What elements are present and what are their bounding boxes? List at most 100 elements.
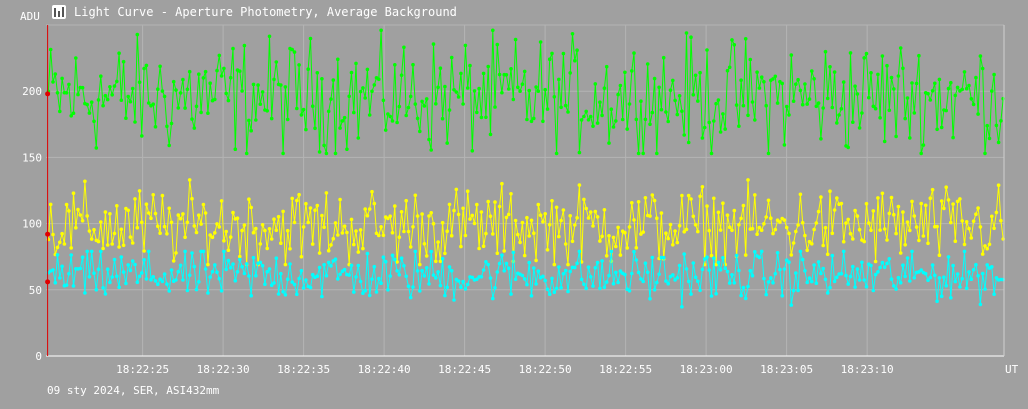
data-point xyxy=(285,117,290,122)
data-point xyxy=(76,92,80,97)
data-point xyxy=(434,102,438,106)
data-point xyxy=(185,220,190,225)
data-point xyxy=(130,241,135,245)
data-point xyxy=(395,120,399,125)
data-point xyxy=(491,232,495,236)
data-point xyxy=(99,74,103,78)
data-point xyxy=(413,249,418,254)
data-point xyxy=(365,213,370,218)
data-point xyxy=(461,279,465,284)
data-point xyxy=(509,292,513,296)
data-point xyxy=(727,65,732,70)
x-tick-label: 18:22:35 xyxy=(277,363,330,376)
data-point xyxy=(974,262,978,267)
data-point xyxy=(778,220,782,224)
data-point xyxy=(682,230,686,234)
light-curve-icon xyxy=(52,5,66,19)
data-point xyxy=(593,209,598,214)
data-point xyxy=(463,43,468,48)
data-point xyxy=(712,256,716,261)
data-point xyxy=(568,71,572,75)
data-point xyxy=(347,273,352,277)
data-point xyxy=(449,233,454,238)
data-point xyxy=(598,239,602,243)
data-point xyxy=(634,246,639,250)
data-point xyxy=(285,228,290,233)
data-point xyxy=(158,277,162,282)
data-point xyxy=(443,84,447,89)
data-point xyxy=(921,234,926,238)
data-point xyxy=(167,206,171,211)
data-point xyxy=(283,293,288,297)
data-point xyxy=(764,215,768,219)
data-point xyxy=(251,255,256,260)
data-point xyxy=(671,78,675,83)
data-point xyxy=(917,53,921,58)
data-point xyxy=(696,99,700,103)
data-point xyxy=(112,231,117,236)
data-point xyxy=(764,292,768,297)
data-point xyxy=(224,267,228,272)
data-point xyxy=(310,242,315,246)
data-point xyxy=(825,252,830,257)
data-point xyxy=(187,178,192,182)
data-point xyxy=(201,202,206,207)
data-point xyxy=(901,210,905,214)
data-point xyxy=(538,213,543,217)
data-point xyxy=(867,95,871,100)
data-point xyxy=(456,212,461,217)
data-point xyxy=(659,211,664,215)
data-point xyxy=(431,221,436,226)
data-point xyxy=(513,218,518,223)
data-point xyxy=(784,104,789,109)
data-point xyxy=(967,270,971,274)
data-point xyxy=(415,269,420,273)
data-point xyxy=(714,262,718,267)
data-point xyxy=(231,210,235,215)
data-point xyxy=(269,237,274,241)
data-point xyxy=(529,119,534,124)
data-point xyxy=(800,220,805,225)
data-point xyxy=(317,150,322,154)
data-point xyxy=(873,259,878,264)
data-point xyxy=(146,211,151,215)
data-point xyxy=(598,286,602,291)
data-point xyxy=(338,197,342,202)
data-point xyxy=(903,116,907,121)
data-point xyxy=(800,257,805,262)
data-point xyxy=(545,107,550,111)
data-point xyxy=(974,212,978,216)
data-point xyxy=(338,272,342,277)
data-point xyxy=(655,151,659,156)
data-point xyxy=(846,145,850,150)
data-point xyxy=(618,83,623,88)
data-point xyxy=(992,226,996,231)
data-point xyxy=(784,225,789,230)
data-point xyxy=(563,103,568,108)
data-point xyxy=(837,113,841,117)
data-point xyxy=(923,203,928,208)
data-point xyxy=(964,286,969,291)
data-point xyxy=(604,280,609,284)
cursor-line[interactable] xyxy=(45,25,51,356)
x-tick-label: 18:22:25 xyxy=(116,363,169,376)
data-point xyxy=(602,208,607,212)
data-point xyxy=(115,274,119,279)
data-point xyxy=(429,249,434,254)
data-point xyxy=(810,279,814,284)
data-point xyxy=(208,275,212,279)
data-point xyxy=(732,208,737,213)
data-point xyxy=(288,247,292,251)
data-point xyxy=(937,77,942,82)
data-point xyxy=(274,228,279,232)
data-point xyxy=(206,291,210,295)
data-point xyxy=(769,216,773,220)
data-point xyxy=(618,269,623,273)
data-point xyxy=(550,199,554,203)
data-point xyxy=(675,276,680,280)
data-point xyxy=(329,264,333,268)
data-point xyxy=(440,256,445,261)
data-point xyxy=(456,95,461,99)
data-point xyxy=(762,276,766,281)
